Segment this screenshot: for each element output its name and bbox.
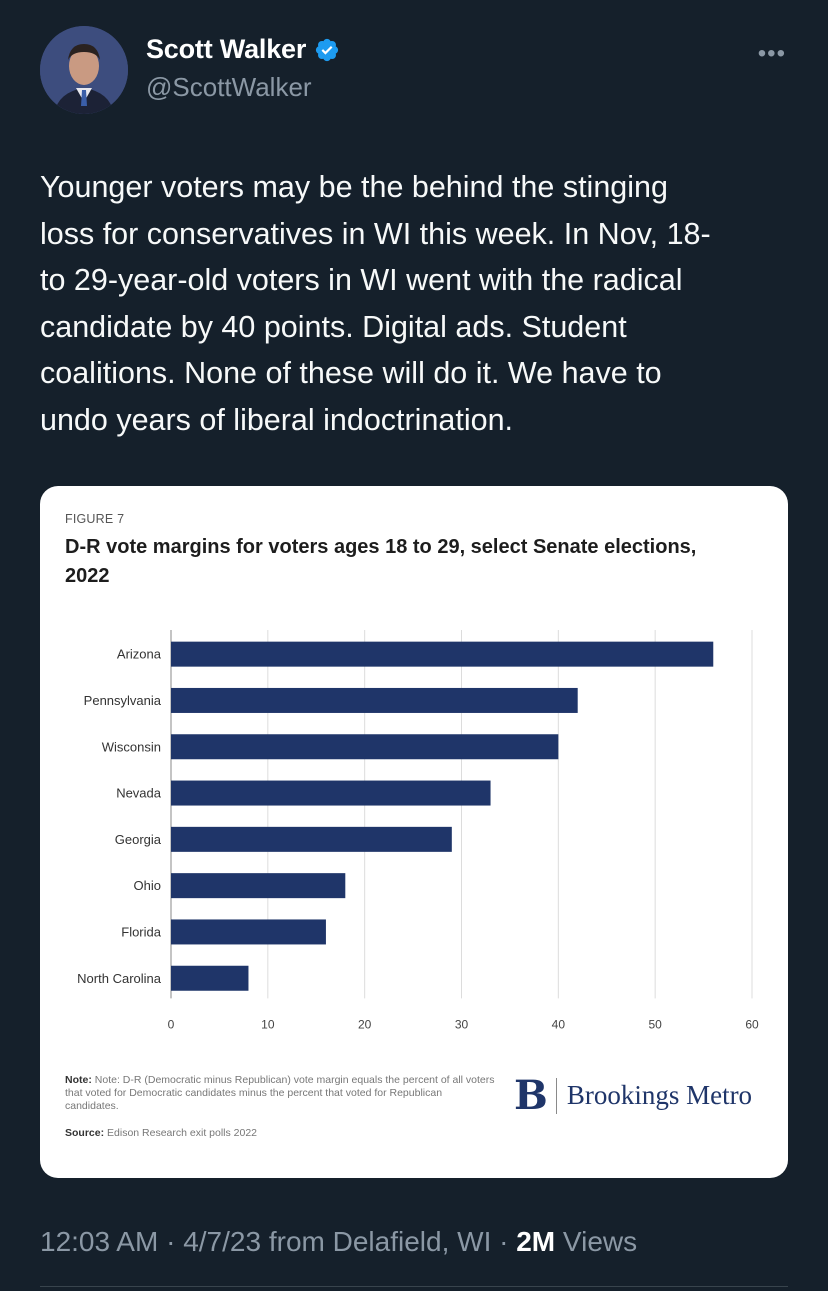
note-label: Note: — [65, 1074, 92, 1086]
bar — [171, 919, 326, 945]
avatar[interactable] — [40, 26, 128, 114]
meta-separator: · — [166, 1226, 176, 1257]
chart-note: Note: Note: D-R (Democratic minus Republ… — [65, 1074, 495, 1113]
x-tick-label: 20 — [358, 1017, 372, 1031]
bar — [171, 780, 491, 806]
x-tick-label: 10 — [261, 1017, 275, 1031]
x-tick-label: 30 — [455, 1017, 469, 1031]
logo-text: Brookings Metro — [566, 1080, 753, 1110]
category-label: Nevada — [116, 786, 162, 801]
category-label: Wisconsin — [102, 739, 161, 754]
chart-source: Source: Edison Research exit polls 2022 — [65, 1127, 257, 1139]
category-label: Arizona — [117, 647, 162, 662]
tweet-location: Delafield, WI — [332, 1226, 492, 1257]
figure-label: FIGURE 7 — [65, 512, 125, 526]
chart-title: D-R vote margins for voters ages 18 to 2… — [65, 536, 697, 587]
views-label: Views — [562, 1226, 638, 1257]
tweet-date[interactable]: 4/7/23 — [183, 1226, 262, 1257]
bar-chart: 0 10 20 30 40 50 60 Arizona Pennsylvania Wisconsi… — [77, 630, 759, 1031]
category-label: North Carolina — [77, 971, 162, 986]
more-options-icon[interactable]: ••• — [757, 40, 786, 67]
brookings-metro-logo: B Brookings Metro — [514, 1072, 752, 1119]
category-label: Pennsylvania — [84, 693, 162, 708]
verified-badge-icon — [314, 37, 340, 63]
source-label: Source: — [65, 1127, 105, 1139]
bar — [171, 873, 346, 899]
category-label: Georgia — [115, 832, 162, 847]
divider — [40, 1286, 788, 1287]
category-label: Florida — [121, 924, 162, 939]
x-tick-label: 40 — [552, 1017, 566, 1031]
author-display-name[interactable]: Scott Walker — [146, 34, 307, 64]
x-tick-label: 60 — [745, 1017, 759, 1031]
bar — [171, 734, 559, 760]
tweet-text: Younger voters may be the behind the sti… — [40, 170, 711, 437]
bar — [171, 687, 578, 713]
logo-divider — [555, 1077, 557, 1114]
attached-image-card[interactable]: 0 10 20 30 40 50 60 Arizona Pennsylvania Wisconsi… — [40, 486, 788, 1178]
bar — [171, 826, 452, 852]
views-count[interactable]: 2M — [516, 1226, 556, 1257]
note-text: Note: D-R (Democratic minus Republican) … — [65, 1074, 495, 1112]
bar — [171, 641, 714, 667]
x-tick-label: 50 — [648, 1017, 662, 1031]
author-handle[interactable]: @ScottWalker — [146, 72, 312, 102]
category-label: Ohio — [134, 878, 161, 893]
meta-separator-2: · — [499, 1226, 509, 1257]
logo-letter: B — [514, 1072, 548, 1119]
location-prefix: from — [268, 1226, 325, 1257]
x-tick-label: 0 — [168, 1017, 175, 1031]
author-name-row: Scott Walker — [146, 34, 340, 65]
tweet-meta: 12:03 AM · 4/7/23 from Delafield, WI · 2… — [40, 1226, 637, 1258]
bar — [171, 965, 249, 991]
source-text: Edison Research exit polls 2022 — [107, 1127, 258, 1139]
tweet-time[interactable]: 12:03 AM — [40, 1226, 159, 1257]
